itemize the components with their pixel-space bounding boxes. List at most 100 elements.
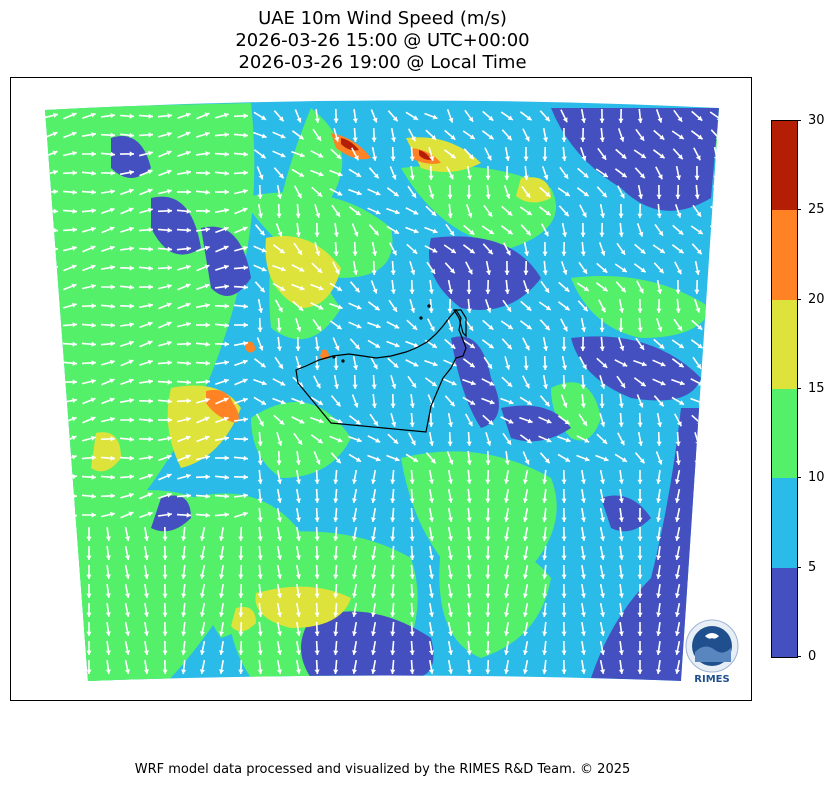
wind-arrow-head	[561, 612, 567, 617]
wind-arrow-head	[637, 593, 643, 598]
wind-arrow-head	[390, 270, 396, 275]
wind-arrow-head	[582, 268, 587, 274]
wind-arrow-head	[167, 398, 172, 404]
wind-arrow-head	[638, 402, 644, 408]
wind-arrow-head	[167, 436, 172, 441]
wind-arrow-head	[657, 459, 663, 465]
wind-arrow-head	[583, 286, 589, 291]
wind-arrow-head	[47, 631, 53, 636]
wind-arrow-head	[167, 113, 172, 119]
wind-arrow-head	[67, 593, 73, 598]
wind-arrow-head	[713, 479, 719, 484]
wind-arrow-head	[599, 137, 605, 142]
wind-arrow-shaft	[714, 450, 718, 466]
wind-arrow-head	[505, 250, 511, 256]
rimes-logo-icon	[685, 619, 739, 673]
wind-arrow-head	[110, 436, 115, 442]
wind-arrow-shaft	[68, 526, 72, 542]
wind-arrow-head	[620, 382, 625, 388]
wind-arrow-shaft	[68, 602, 72, 618]
wind-arrow-head	[485, 194, 491, 199]
wind-arrow-head	[91, 322, 96, 328]
wind-arrow-head	[485, 460, 491, 465]
wind-arrow-shaft	[48, 545, 54, 561]
wind-arrow-head	[129, 169, 134, 175]
wind-arrow-head	[148, 132, 153, 138]
wind-arrow-head	[371, 555, 376, 560]
wind-arrow-head	[504, 517, 510, 522]
wind-arrow-head	[526, 210, 532, 215]
wind-arrow-head	[428, 289, 434, 294]
wind-arrow-head	[409, 479, 415, 484]
wind-arrow-head	[333, 498, 339, 503]
wind-arrow-shaft	[45, 493, 59, 499]
wind-arrow-head	[333, 479, 339, 484]
wind-arrow-head	[242, 226, 248, 232]
wind-arrow-head	[125, 555, 131, 560]
wind-arrow-head	[128, 188, 134, 194]
wind-arrow-head	[243, 265, 248, 271]
wind-arrow-head	[243, 341, 248, 346]
wind-arrow-head	[110, 170, 115, 176]
wind-arrow-head	[561, 479, 567, 484]
wind-arrow-head	[352, 612, 357, 617]
wind-arrow-head	[431, 211, 437, 216]
wind-arrow-head	[545, 191, 551, 197]
wind-arrow-head	[637, 327, 643, 332]
wind-arrow-head	[544, 401, 550, 407]
colorbar-tick-label: 5	[796, 560, 816, 575]
wind-arrow-head	[466, 498, 472, 503]
wind-arrow-head	[466, 479, 472, 484]
wind-arrow-head	[562, 269, 568, 275]
wind-arrow-head	[409, 536, 415, 541]
wind-arrow-head	[466, 289, 472, 294]
wind-arrow-head	[91, 151, 96, 157]
wind-arrow-head	[542, 593, 548, 598]
wind-arrow-head	[580, 251, 586, 256]
wind-arrow-head	[582, 364, 587, 370]
wind-arrow-head	[637, 213, 643, 218]
wind-arrow-head	[618, 213, 624, 218]
wind-arrow-head	[657, 422, 663, 427]
wind-arrow-head	[199, 536, 205, 541]
wind-arrow-head	[580, 612, 586, 617]
colorbar-bin-5	[772, 121, 797, 211]
wind-arrow-head	[297, 249, 302, 255]
wind-arrow-head	[181, 631, 187, 636]
wind-arrow-head	[52, 283, 58, 289]
wind-arrow-head	[524, 345, 530, 351]
wind-arrow-head	[486, 307, 492, 313]
wind-arrow-head	[580, 137, 586, 142]
wind-arrow-head	[390, 669, 396, 674]
wind-arrow-shaft	[62, 513, 78, 517]
wind-arrow-head	[299, 418, 305, 424]
wind-arrow-head	[125, 574, 131, 579]
wind-arrow-head	[315, 212, 321, 218]
wind-arrow-head	[317, 400, 323, 405]
wind-arrow-head	[166, 473, 172, 479]
uae-boundary	[295, 304, 467, 433]
wind-arrow-head	[656, 574, 662, 579]
wind-arrow-head	[166, 321, 172, 327]
wind-arrow-head	[129, 284, 134, 290]
wind-arrow-head	[637, 669, 643, 674]
wind-arrow-head	[280, 152, 286, 158]
wind-arrow-head	[583, 172, 589, 178]
wind-arrow-head	[257, 460, 263, 465]
wind-arrow-head	[238, 536, 244, 541]
wind-arrow-head	[125, 650, 131, 655]
wind-arrow-head	[448, 326, 454, 332]
wind-arrow-head	[674, 593, 680, 598]
wind-arrow-shaft	[695, 564, 699, 580]
wind-arrow-head	[238, 650, 244, 655]
wind-arrow-head	[542, 574, 548, 579]
wind-arrow-head	[277, 612, 282, 617]
wind-arrow-head	[583, 191, 589, 197]
wind-arrow-head	[676, 175, 682, 180]
wind-arrow-head	[696, 363, 701, 369]
wind-arrow-head	[621, 172, 627, 178]
colorbar-tick-label: 15	[797, 382, 825, 396]
wind-arrow-head	[72, 245, 77, 251]
wind-arrow-head	[561, 156, 567, 161]
wind-arrow-head	[224, 436, 229, 441]
